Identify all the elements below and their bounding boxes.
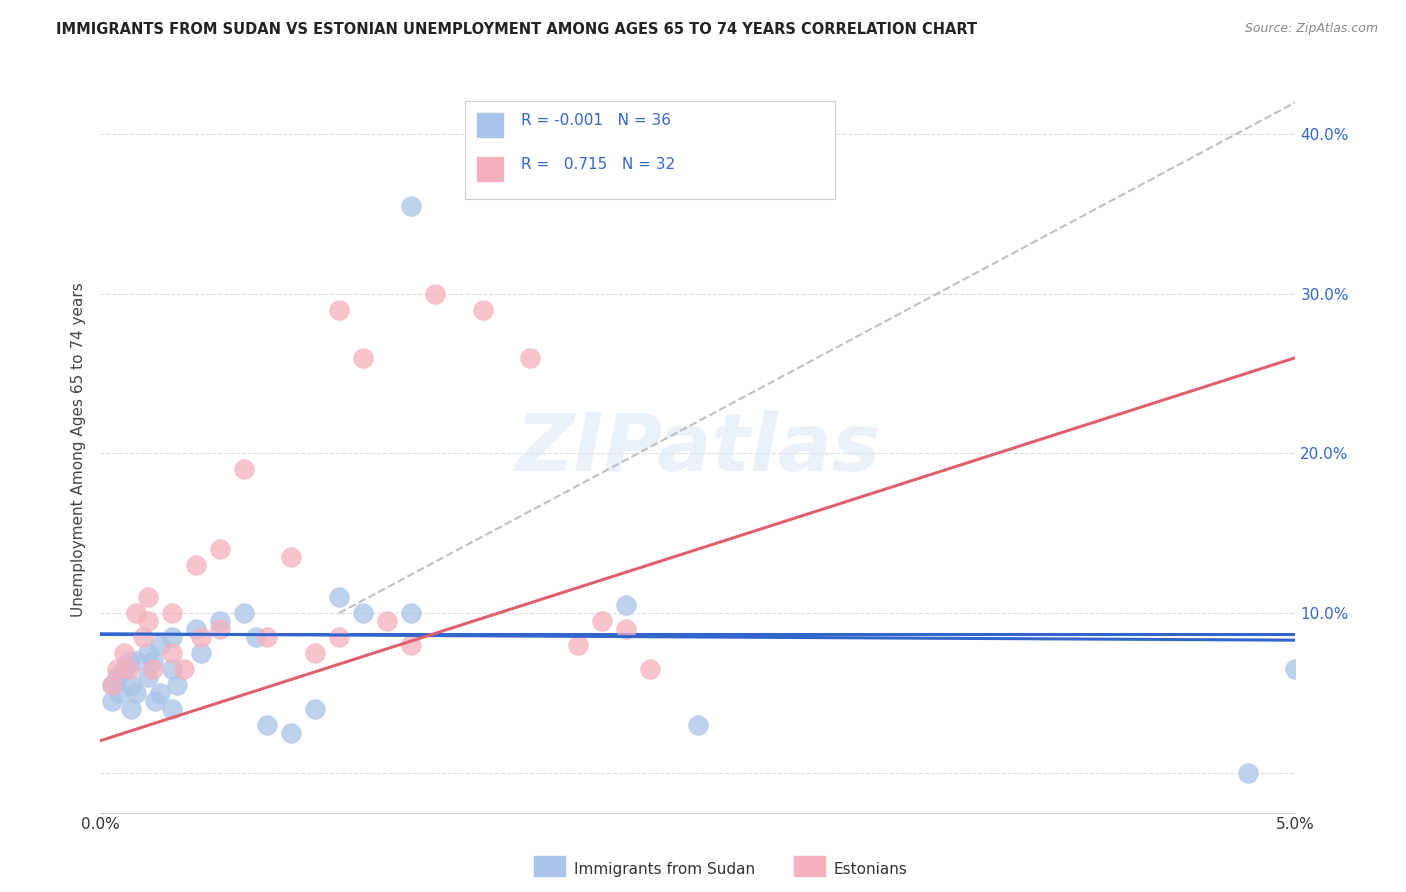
Text: IMMIGRANTS FROM SUDAN VS ESTONIAN UNEMPLOYMENT AMONG AGES 65 TO 74 YEARS CORRELA: IMMIGRANTS FROM SUDAN VS ESTONIAN UNEMPL… — [56, 22, 977, 37]
FancyBboxPatch shape — [465, 101, 835, 199]
Point — [166, 678, 188, 692]
Point — [399, 638, 422, 652]
Point — [686, 718, 709, 732]
Point — [591, 614, 613, 628]
Point — [232, 462, 254, 476]
Point — [160, 606, 183, 620]
Point — [352, 351, 374, 365]
Point — [118, 654, 141, 668]
Point — [328, 590, 350, 604]
Text: R = -0.001   N = 36: R = -0.001 N = 36 — [520, 113, 671, 128]
Point — [160, 630, 183, 644]
Point — [160, 702, 183, 716]
Point — [143, 694, 166, 708]
Point — [142, 662, 165, 676]
Point — [160, 646, 183, 660]
Point — [136, 646, 159, 660]
Point — [614, 598, 637, 612]
Point — [173, 662, 195, 676]
Text: R =   0.715   N = 32: R = 0.715 N = 32 — [520, 157, 675, 171]
Point — [304, 702, 326, 716]
Point — [208, 542, 231, 557]
Point — [101, 678, 124, 692]
Point — [352, 606, 374, 620]
Text: Source: ZipAtlas.com: Source: ZipAtlas.com — [1244, 22, 1378, 36]
Point — [208, 614, 231, 628]
Point — [190, 630, 212, 644]
Point — [105, 662, 128, 676]
Point — [256, 630, 278, 644]
Point — [1284, 662, 1306, 676]
Point — [160, 662, 183, 676]
Text: Immigrants from Sudan: Immigrants from Sudan — [574, 863, 755, 877]
Point — [208, 622, 231, 636]
Point — [120, 702, 142, 716]
Point — [638, 662, 661, 676]
Point — [112, 646, 135, 660]
Point — [125, 686, 148, 700]
Point — [105, 670, 128, 684]
Point — [375, 614, 398, 628]
Point — [101, 678, 124, 692]
Point — [149, 686, 172, 700]
Point — [136, 670, 159, 684]
Point — [132, 630, 155, 644]
Point — [136, 590, 159, 604]
Point — [184, 622, 207, 636]
Point — [519, 351, 541, 365]
Point — [136, 614, 159, 628]
Text: Estonians: Estonians — [834, 863, 908, 877]
Point — [184, 558, 207, 573]
FancyBboxPatch shape — [477, 113, 503, 137]
Point — [328, 630, 350, 644]
Point — [567, 638, 589, 652]
Point — [232, 606, 254, 620]
Point — [108, 686, 131, 700]
Point — [399, 199, 422, 213]
Point — [190, 646, 212, 660]
Point — [101, 694, 124, 708]
Point — [256, 718, 278, 732]
Point — [423, 286, 446, 301]
Point — [614, 622, 637, 636]
Point — [125, 606, 148, 620]
Point — [149, 638, 172, 652]
Point — [304, 646, 326, 660]
Point — [328, 302, 350, 317]
Point — [471, 302, 494, 317]
Point — [399, 606, 422, 620]
Point — [118, 662, 141, 676]
Text: ZIPatlas: ZIPatlas — [515, 410, 880, 489]
Point — [120, 678, 142, 692]
Point — [280, 550, 302, 565]
Point — [125, 654, 148, 668]
Point — [1236, 765, 1258, 780]
Point — [112, 662, 135, 676]
Point — [280, 725, 302, 739]
Y-axis label: Unemployment Among Ages 65 to 74 years: Unemployment Among Ages 65 to 74 years — [72, 282, 86, 617]
FancyBboxPatch shape — [477, 157, 503, 181]
Point — [245, 630, 267, 644]
Point — [142, 654, 165, 668]
